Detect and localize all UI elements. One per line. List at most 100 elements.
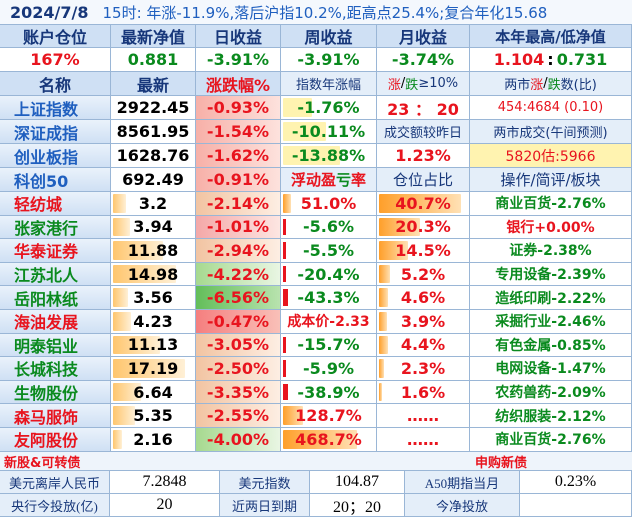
pl-bar — [283, 360, 286, 377]
pl-bar — [283, 383, 288, 401]
holding-name[interactable]: 森马服饰 — [0, 404, 111, 428]
holding-row: 张家港行 3.94 -1.01% -5.6% 20.3% 银行+0.00% — [0, 215, 632, 240]
title-row: 2024/7/8 15时: 年涨-11.9%,落后沪指10.2%,距高点25.4… — [0, 0, 632, 25]
holding-price: 3.56 — [111, 286, 196, 310]
holding-pl-value: -5.6% — [302, 217, 354, 237]
slash-2: / — [543, 76, 548, 91]
holding-row: 江苏北人 14.98 -4.22% -20.4% 5.2% 专用设备-2.39% — [0, 262, 632, 287]
holding-pl-value: 468.7% — [295, 429, 362, 449]
holding-price-value: 3.94 — [133, 217, 173, 237]
holding-note: 商业百货-2.76% — [470, 192, 632, 216]
holding-row: 明泰铝业 11.13 -3.05% -15.7% 4.4% 有色金属-0.85% — [0, 333, 632, 358]
price-bar — [113, 217, 130, 237]
col-change: 涨跌幅% — [196, 72, 281, 96]
holding-weight: 14.5% — [377, 239, 470, 263]
a50-label: A50期指当月 — [405, 471, 520, 494]
index-year-change: -1.76% — [281, 96, 377, 120]
holding-row: 友阿股份 2.16 -4.00% 468.7% …… 商业百货-2.76% — [0, 428, 632, 452]
holding-note: 纺织服装-2.12% — [470, 404, 632, 428]
holding-name[interactable]: 长城科技 — [0, 357, 111, 381]
holding-name[interactable]: 岳阳林纸 — [0, 286, 111, 310]
holding-pl-value: 成本价-2.33 — [287, 314, 370, 331]
holding-name[interactable]: 明泰铝业 — [0, 333, 111, 358]
index-name: 上证指数 — [0, 96, 111, 120]
header-day: 日收益 — [196, 25, 281, 48]
weight-bar — [379, 359, 384, 378]
holding-change-value: -2.14% — [206, 193, 270, 213]
down-word-2: 跌 — [547, 78, 561, 93]
index-year-bar — [283, 146, 340, 165]
index-change: -1.62% — [196, 144, 281, 168]
holding-weight: 1.6% — [377, 380, 470, 405]
holding-row: 森马服饰 5.35 -2.55% 128.7% …… 纺织服装-2.12% — [0, 404, 632, 428]
holding-name[interactable]: 江苏北人 — [0, 262, 111, 287]
turnover-label: 成交额较昨日 — [377, 120, 470, 144]
week-return: -3.91% — [281, 48, 377, 72]
holding-change: -4.22% — [196, 262, 281, 287]
col-latest: 最新 — [111, 72, 196, 96]
holding-pl: -20.4% — [281, 262, 377, 287]
turnover-change: 1.23% — [377, 144, 470, 168]
holding-price-value: 11.88 — [127, 240, 179, 260]
holding-price-value: 11.13 — [127, 335, 179, 355]
price-bar — [113, 382, 141, 402]
holding-note: 采掘行业-2.46% — [470, 310, 632, 334]
index-change: -0.91% — [196, 168, 281, 192]
holding-change: -6.56% — [196, 286, 281, 310]
holding-price: 14.98 — [111, 262, 196, 287]
limit-threshold: ≥10% — [418, 76, 459, 91]
index-change-value: -1.62% — [206, 146, 270, 165]
holding-weight: 5.2% — [377, 262, 470, 287]
holding-weight-value: 20.3% — [395, 217, 451, 237]
holding-name[interactable]: 华泰证券 — [0, 239, 111, 263]
holding-note: 专用设备-2.39% — [470, 262, 632, 287]
holding-note: 有色金属-0.85% — [470, 333, 632, 358]
col-limit-count: 涨 / 跌 ≥10% — [377, 72, 470, 96]
holding-name[interactable]: 张家港行 — [0, 215, 111, 240]
holding-name[interactable]: 轻纺城 — [0, 192, 111, 216]
up-word-2: 涨 — [530, 78, 544, 93]
pboc-value: 20 — [110, 494, 220, 517]
index-year-bar — [283, 98, 312, 117]
index-year-value: -1.76% — [297, 98, 360, 117]
holding-pl: 成本价-2.33 — [281, 310, 377, 334]
turnover-forecast: 5820估:5966 — [470, 144, 632, 168]
holding-weight: 4.4% — [377, 333, 470, 358]
nav-value: 0.881 — [111, 48, 196, 72]
slash: / — [400, 76, 406, 91]
weight-bar — [379, 335, 388, 355]
holding-name[interactable]: 生物股份 — [0, 380, 111, 405]
price-bar — [113, 335, 160, 355]
index-year-change: -13.88% — [281, 144, 377, 168]
holding-weight-value: 4.4% — [400, 335, 446, 355]
account-values-row: 167% 0.881 -3.91% -3.91% -3.74% 1.104 : … — [0, 48, 632, 72]
holding-name[interactable]: 海油发展 — [0, 310, 111, 334]
holding-name[interactable]: 友阿股份 — [0, 428, 111, 452]
holding-row: 轻纺城 3.2 -2.14% 51.0% 40.7% 商业百货-2.76% — [0, 192, 632, 216]
holding-price: 5.35 — [111, 404, 196, 428]
holding-row: 华泰证券 11.88 -2.94% -5.5% 14.5% 证券-2.38% — [0, 239, 632, 263]
price-bar — [113, 288, 128, 307]
holding-weight-value: 2.3% — [400, 358, 446, 378]
holding-change: -1.01% — [196, 215, 281, 240]
holding-change-value: -3.35% — [206, 382, 270, 402]
holding-pl-value: -38.9% — [297, 382, 360, 402]
index-row: 科创50 692.49 -0.91% 浮动盈亏率 仓位占比 操作/简评/板块 — [0, 168, 632, 192]
weight-bar — [379, 312, 387, 331]
index-change-value: -0.91% — [206, 170, 270, 189]
new-stock-label: 新股&可转债 — [4, 455, 81, 471]
expire-value: 20；20 — [310, 494, 405, 517]
holding-row: 岳阳林纸 3.56 -6.56% -43.3% 4.6% 造纸印刷-2.22% — [0, 286, 632, 310]
index-name: 创业板指 — [0, 144, 111, 168]
holding-price-value: 6.64 — [133, 382, 173, 402]
header-year-range: 本年最高/低净值 — [470, 25, 632, 48]
year-range-values: 1.104 : 0.731 — [470, 48, 632, 72]
index-year-value: -10.11% — [291, 122, 366, 141]
holding-weight: 2.3% — [377, 357, 470, 381]
holding-pl: -5.5% — [281, 239, 377, 263]
holding-note: 证券-2.38% — [470, 239, 632, 263]
holding-weight: 4.6% — [377, 286, 470, 310]
holding-change-value: -2.94% — [206, 240, 270, 260]
year-sep: : — [547, 50, 554, 69]
